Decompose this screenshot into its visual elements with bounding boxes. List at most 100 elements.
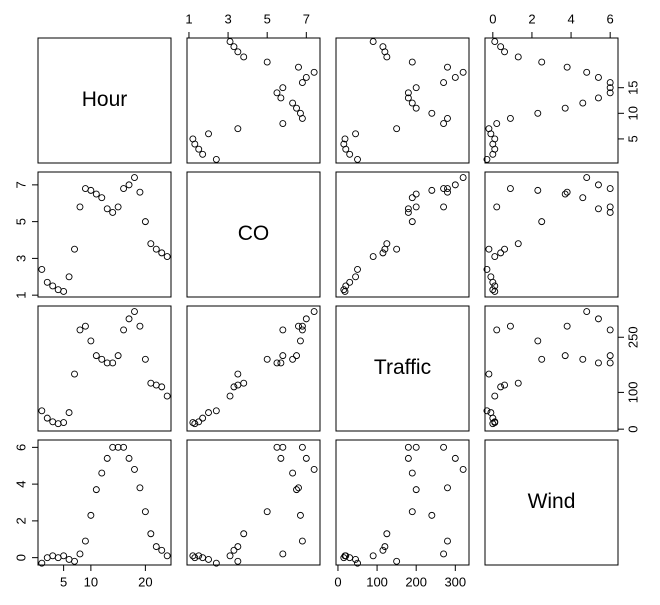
point (594, 73, 602, 81)
point (205, 130, 212, 138)
point (444, 188, 451, 196)
point (369, 552, 377, 560)
point (302, 315, 310, 323)
y-tick-label: 4 (13, 481, 28, 488)
point (408, 508, 416, 516)
point (296, 511, 304, 519)
point (298, 79, 306, 87)
panel (335, 171, 470, 298)
point (92, 486, 100, 494)
point (583, 174, 591, 181)
point (606, 89, 614, 97)
point (459, 174, 467, 181)
point (493, 203, 501, 211)
point (293, 486, 300, 494)
point (412, 104, 420, 112)
point (440, 79, 448, 87)
point (296, 337, 304, 345)
point (412, 203, 420, 211)
variable-label: CO (238, 222, 270, 245)
point (279, 326, 287, 334)
point (120, 443, 128, 451)
x-tick-label: 100 (366, 574, 388, 589)
point (125, 315, 133, 323)
point (98, 194, 106, 202)
point (408, 469, 416, 477)
point (310, 68, 318, 76)
y-tick-label: 3 (13, 255, 28, 262)
point (497, 43, 505, 51)
y-tick-label: 7 (13, 181, 28, 188)
panel (37, 439, 172, 566)
point (404, 454, 412, 462)
point (594, 205, 602, 213)
point (341, 135, 349, 143)
point (240, 53, 248, 61)
point (404, 94, 412, 102)
point (81, 537, 89, 545)
point (491, 288, 499, 295)
point (383, 530, 391, 538)
point (125, 181, 133, 189)
point (451, 454, 459, 462)
point (459, 68, 467, 76)
point (514, 379, 522, 387)
y-tick-label: 0 (13, 554, 28, 561)
point (483, 155, 491, 163)
point (189, 419, 197, 426)
panel (186, 171, 321, 298)
point (131, 308, 138, 315)
point (352, 273, 360, 281)
point (440, 443, 448, 451)
point (606, 79, 614, 87)
point (60, 288, 68, 295)
point (152, 543, 160, 551)
point (279, 443, 287, 451)
point (195, 145, 203, 153)
x-tick-label: 5 (264, 11, 271, 26)
point (352, 130, 360, 138)
point (205, 409, 212, 417)
point (298, 326, 306, 334)
point (163, 552, 171, 560)
x-tick-label: 10 (84, 574, 98, 589)
x-tick-label: 300 (444, 574, 466, 589)
panel (37, 37, 172, 164)
point (76, 550, 84, 558)
point (428, 109, 436, 117)
point (341, 552, 349, 560)
point (514, 240, 522, 248)
point (583, 308, 591, 315)
point (563, 63, 571, 71)
point (38, 559, 46, 567)
point (277, 359, 285, 367)
point (501, 245, 509, 253)
point (408, 218, 416, 226)
point (38, 407, 46, 415)
point (212, 155, 220, 163)
x-tick-label: 2 (528, 11, 535, 26)
point (147, 530, 155, 538)
y-tick-label: 5 (625, 135, 640, 142)
point (277, 454, 285, 462)
point (594, 94, 602, 102)
point (114, 352, 122, 360)
variable-label: Hour (82, 88, 128, 111)
point (404, 89, 412, 97)
point (491, 253, 499, 261)
point (81, 322, 89, 330)
point (92, 190, 100, 198)
point (310, 308, 318, 315)
point (594, 315, 602, 323)
point (579, 99, 587, 107)
x-tick-label: 3 (224, 11, 231, 26)
point (538, 355, 546, 363)
point (340, 140, 348, 148)
y-tick-label: 2 (13, 517, 28, 524)
point (561, 190, 569, 198)
point (293, 352, 300, 360)
point (234, 48, 242, 56)
point (289, 469, 297, 477)
point (279, 550, 287, 558)
